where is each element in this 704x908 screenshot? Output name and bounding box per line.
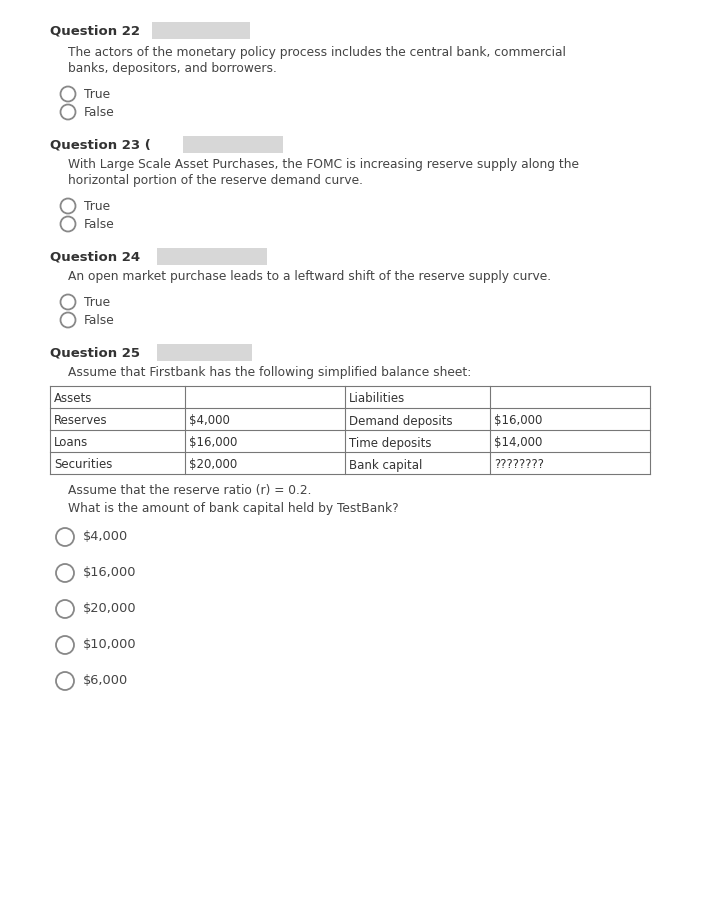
Text: Bank capital: Bank capital [349, 459, 422, 471]
Text: banks, depositors, and borrowers.: banks, depositors, and borrowers. [68, 62, 277, 75]
Text: $20,000: $20,000 [83, 602, 137, 615]
Text: What is the amount of bank capital held by TestBank?: What is the amount of bank capital held … [68, 502, 398, 515]
Text: Loans: Loans [54, 437, 88, 449]
Text: $4,000: $4,000 [189, 414, 230, 428]
Text: $16,000: $16,000 [494, 414, 542, 428]
Text: Assets: Assets [54, 392, 92, 406]
Text: True: True [84, 88, 110, 101]
Text: $10,000: $10,000 [83, 638, 137, 651]
Text: An open market purchase leads to a leftward shift of the reserve supply curve.: An open market purchase leads to a leftw… [68, 270, 551, 283]
Text: Question 22: Question 22 [50, 24, 140, 37]
Text: The actors of the monetary policy process includes the central bank, commercial: The actors of the monetary policy proces… [68, 46, 566, 59]
Text: True: True [84, 200, 110, 213]
Bar [157, 344, 252, 361]
Text: True: True [84, 296, 110, 309]
Text: False: False [84, 218, 115, 231]
Text: $16,000: $16,000 [189, 437, 237, 449]
Bar [183, 136, 283, 153]
Text: $20,000: $20,000 [189, 459, 237, 471]
Text: Question 25: Question 25 [50, 346, 140, 359]
Text: False: False [84, 106, 115, 119]
Bar [152, 22, 250, 39]
Text: Reserves: Reserves [54, 414, 108, 428]
Text: Question 24: Question 24 [50, 250, 140, 263]
Text: $6,000: $6,000 [83, 674, 128, 687]
Text: Assume that Firstbank has the following simplified balance sheet:: Assume that Firstbank has the following … [68, 366, 471, 379]
Text: With Large Scale Asset Purchases, the FOMC is increasing reserve supply along th: With Large Scale Asset Purchases, the FO… [68, 158, 579, 171]
Text: $16,000: $16,000 [83, 566, 137, 579]
Text: Question 23 (: Question 23 ( [50, 138, 151, 151]
Text: False: False [84, 314, 115, 327]
Text: Demand deposits: Demand deposits [349, 414, 453, 428]
Bar [50, 386, 650, 474]
Text: horizontal portion of the reserve demand curve.: horizontal portion of the reserve demand… [68, 174, 363, 187]
Text: Securities: Securities [54, 459, 113, 471]
Text: Time deposits: Time deposits [349, 437, 432, 449]
Bar [157, 248, 267, 265]
Text: $14,000: $14,000 [494, 437, 542, 449]
Text: Liabilities: Liabilities [349, 392, 406, 406]
Text: $4,000: $4,000 [83, 530, 128, 543]
Text: ????????: ???????? [494, 459, 544, 471]
Text: Assume that the reserve ratio (r) = 0.2.: Assume that the reserve ratio (r) = 0.2. [68, 484, 311, 497]
